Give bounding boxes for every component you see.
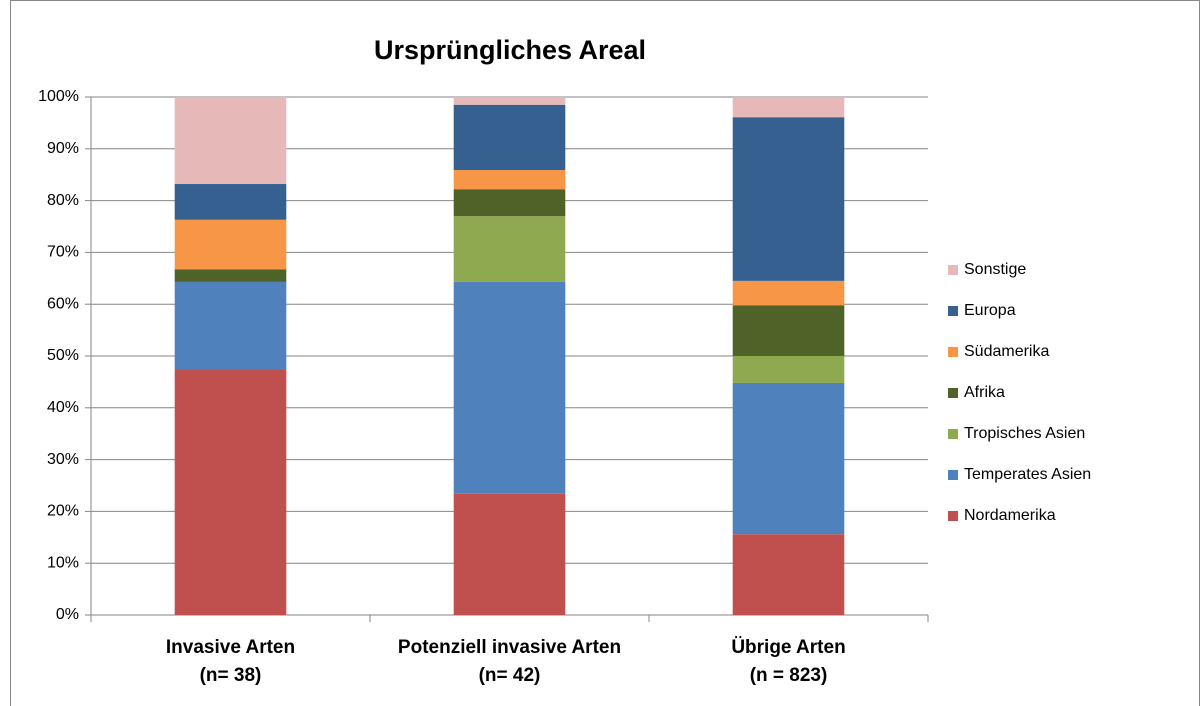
legend-swatch: [948, 429, 958, 439]
x-tick-label: Invasive Arten (n= 38): [165, 637, 296, 686]
bar-segment: [453, 281, 566, 494]
bar-segment: [732, 534, 845, 615]
legend-label: Nordamerika: [964, 507, 1056, 524]
legend-label: Afrika: [964, 384, 1005, 401]
legend-swatch: [948, 306, 958, 316]
y-tick-label: 70%: [47, 244, 79, 261]
y-tick-label: 40%: [47, 399, 79, 416]
legend-label: Südamerika: [964, 343, 1049, 360]
x-tick-label: Übrige Arten (n = 823): [731, 637, 846, 686]
chart-title: Ursprüngliches Areal: [374, 35, 646, 65]
legend-swatch: [948, 265, 958, 275]
bar-segment: [732, 280, 845, 306]
y-tick-label: 20%: [47, 503, 79, 520]
y-tick-label: 30%: [47, 451, 79, 468]
bar-segment: [732, 305, 845, 356]
y-tick-label: 100%: [38, 88, 79, 105]
bar-segment: [732, 117, 845, 281]
bar-segment: [732, 356, 845, 383]
legend-label: Tropisches Asien: [964, 425, 1085, 442]
bar-segment: [732, 97, 845, 118]
y-tick-label: 50%: [47, 347, 79, 364]
bar-segment: [174, 281, 287, 370]
bar-segment: [174, 269, 287, 282]
y-tick-label: 80%: [47, 192, 79, 209]
y-tick-label: 60%: [47, 295, 79, 312]
legend-label: Temperates Asien: [964, 466, 1091, 483]
bar-segment: [174, 97, 287, 185]
bar-segment: [453, 216, 566, 282]
legend-label: Europa: [964, 302, 1016, 319]
bar-segment: [174, 219, 287, 270]
bar-segment: [453, 104, 566, 171]
legend-swatch: [948, 470, 958, 480]
bar-segment: [453, 493, 566, 615]
bar-segment: [174, 369, 287, 615]
legend-swatch: [948, 511, 958, 521]
bar-segment: [453, 170, 566, 190]
legend-swatch: [948, 347, 958, 357]
y-tick-label: 0%: [56, 606, 79, 623]
bar-segment: [174, 184, 287, 220]
y-tick-label: 10%: [47, 554, 79, 571]
legend-label: Sonstige: [964, 261, 1026, 278]
legend-swatch: [948, 388, 958, 398]
bar-segment: [453, 189, 566, 217]
y-tick-label: 90%: [47, 140, 79, 157]
bar-segment: [732, 382, 845, 535]
bar-segment: [453, 97, 566, 105]
x-tick-label: Potenziell invasive Arten (n= 42): [397, 637, 622, 686]
